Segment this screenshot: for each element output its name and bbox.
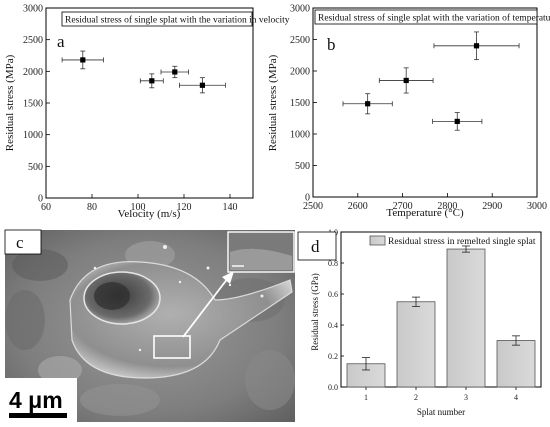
chart-b-title-box — [314, 9, 538, 25]
chart-b-frame — [312, 7, 538, 198]
chart-a-point — [149, 78, 155, 84]
zoom-arrow — [182, 277, 229, 338]
chart-d-xtick-label: 1 — [364, 393, 368, 402]
chart-b-point — [473, 43, 480, 49]
chart-d-bar — [496, 340, 536, 388]
chart-b-title: Residual stress of single splat with the… — [318, 13, 550, 24]
chart-b-xlabel: Temperature (°C) — [386, 207, 464, 219]
chart-a-ytick-label: 500 — [28, 162, 43, 173]
chart-a-point — [199, 82, 205, 88]
chart-d-frame — [340, 231, 542, 388]
chart-a-ytick-label: 0 — [38, 194, 43, 205]
chart-a-ytick-label: 3000 — [23, 4, 43, 15]
chart-a-xtick-label: 60 — [41, 202, 51, 213]
chart-b-ytick-label: 0 — [305, 193, 310, 204]
chart-d-ytick-label: 0.8 — [328, 259, 338, 268]
chart-a-frame — [45, 7, 254, 199]
panel-label-c: c — [16, 233, 24, 252]
chart-b-xtick-label: 2900 — [482, 201, 502, 212]
chart-d-bar — [396, 301, 436, 388]
chart-b-ytick-label: 1500 — [290, 98, 310, 109]
chart-a-xtick-label: 140 — [223, 202, 238, 213]
chart-b-point — [365, 101, 371, 107]
chart-b-xtick-label: 2800 — [437, 201, 457, 212]
panel-label-c-box — [4, 229, 42, 255]
chart-a-xtick-label: 120 — [177, 202, 192, 213]
chart-d-ytick-label: 0.4 — [328, 321, 338, 330]
chart-b-xtick-label: 3000 — [527, 201, 547, 212]
chart-d-legend: Residual stress in remelted single splat — [388, 237, 536, 247]
chart-b-ylabel: Residual stress (MPa) — [267, 54, 279, 151]
chart-b-point — [403, 77, 409, 84]
chart-b-ytick-label: 500 — [295, 161, 310, 172]
panel-label-d: d — [311, 237, 320, 256]
chart-d-xtick-label: 3 — [464, 393, 468, 402]
chart-d-ylabel: Residual stress (GPa) — [310, 273, 320, 351]
chart-a-ylabel: Residual stress (MPa) — [4, 54, 16, 151]
chart-a-ytick-label: 2000 — [23, 67, 43, 78]
chart-a-point — [80, 57, 86, 63]
chart-a-xlabel: Velocity (m/s) — [118, 208, 181, 220]
chart-a-xtick-label: 80 — [87, 202, 97, 213]
chart-b-ytick-label: 2500 — [290, 35, 310, 46]
chart-d: 0.00.20.40.60.81.01234 Residual stress i… — [297, 228, 542, 417]
sem-micrograph: c 4 μm — [4, 229, 295, 422]
panel-label-b: b — [327, 35, 336, 54]
chart-a-title: Residual stress of single splat with the… — [65, 15, 290, 26]
chart-b-xtick-label: 2600 — [348, 201, 368, 212]
chart-a-point — [172, 69, 178, 75]
chart-b-xtick-label: 2500 — [303, 201, 323, 212]
chart-a-ytick-label: 2500 — [23, 35, 43, 46]
chart-d-ytick-label: 0.6 — [328, 290, 338, 299]
chart-d-xtick-label: 2 — [414, 393, 418, 402]
chart-b-point — [454, 118, 460, 124]
chart-b-ytick-label: 1000 — [290, 130, 310, 141]
panel-label-a: a — [57, 32, 65, 51]
chart-d-ytick-label: 0.0 — [328, 383, 338, 392]
zoom-region-box — [153, 335, 191, 359]
scale-bar — [9, 413, 67, 418]
chart-a-title-box — [61, 11, 253, 27]
chart-d-bar — [446, 248, 486, 388]
sem-particles — [93, 245, 264, 352]
chart-a: 60 80 100 120 140 0 500 1000 1500 2000 2500 3000 Re… — [4, 4, 290, 221]
chart-d-ytick-label: 0.2 — [328, 352, 338, 361]
chart-a-ytick-label: 1500 — [23, 99, 43, 110]
chart-b-ytick-label: 2000 — [290, 67, 310, 78]
chart-a-xtick-label: 100 — [131, 202, 146, 213]
chart-b-ytick-label: 3000 — [290, 4, 310, 15]
chart-d-legend-swatch — [369, 235, 386, 246]
scale-bar-label: 4 μm — [9, 387, 63, 413]
chart-d-xlabel: Splat number — [417, 407, 465, 417]
panel-label-d-box — [297, 231, 337, 261]
chart-d-xtick-label: 4 — [514, 393, 518, 402]
chart-a-ytick-label: 1000 — [23, 130, 43, 141]
chart-b: 2500 2600 2700 2800 2900 3000 0 500 1000 1500 2000… — [267, 4, 550, 220]
chart-b-xtick-label: 2700 — [393, 201, 413, 212]
